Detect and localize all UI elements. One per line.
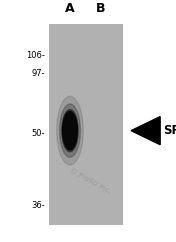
Text: 50-: 50- [32,129,45,138]
Text: B: B [96,2,106,15]
Ellipse shape [62,110,78,152]
Polygon shape [131,117,160,145]
Text: 36-: 36- [32,202,45,211]
Text: 97-: 97- [32,69,45,78]
Text: A: A [65,2,75,15]
Ellipse shape [57,96,83,165]
Text: © ProSci Inc.: © ProSci Inc. [68,167,112,194]
Text: SPT2: SPT2 [163,124,176,137]
Text: 106-: 106- [26,51,45,60]
Ellipse shape [63,112,77,150]
Ellipse shape [60,104,80,157]
